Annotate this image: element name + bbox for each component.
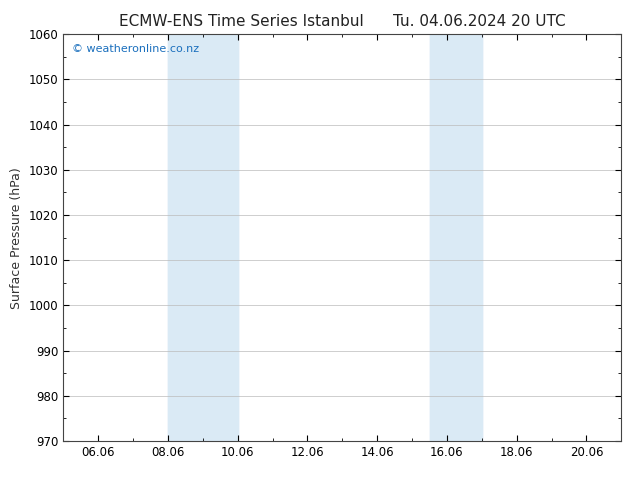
Bar [168,34,238,441]
Bar [430,34,482,441]
Title: ECMW-ENS Time Series Istanbul      Tu. 04.06.2024 20 UTC: ECMW-ENS Time Series Istanbul Tu. 04.06.… [119,14,566,29]
Bar [168,34,238,441]
Bar [430,34,482,441]
Text: © weatheronline.co.nz: © weatheronline.co.nz [72,45,199,54]
Y-axis label: Surface Pressure (hPa): Surface Pressure (hPa) [10,167,23,309]
